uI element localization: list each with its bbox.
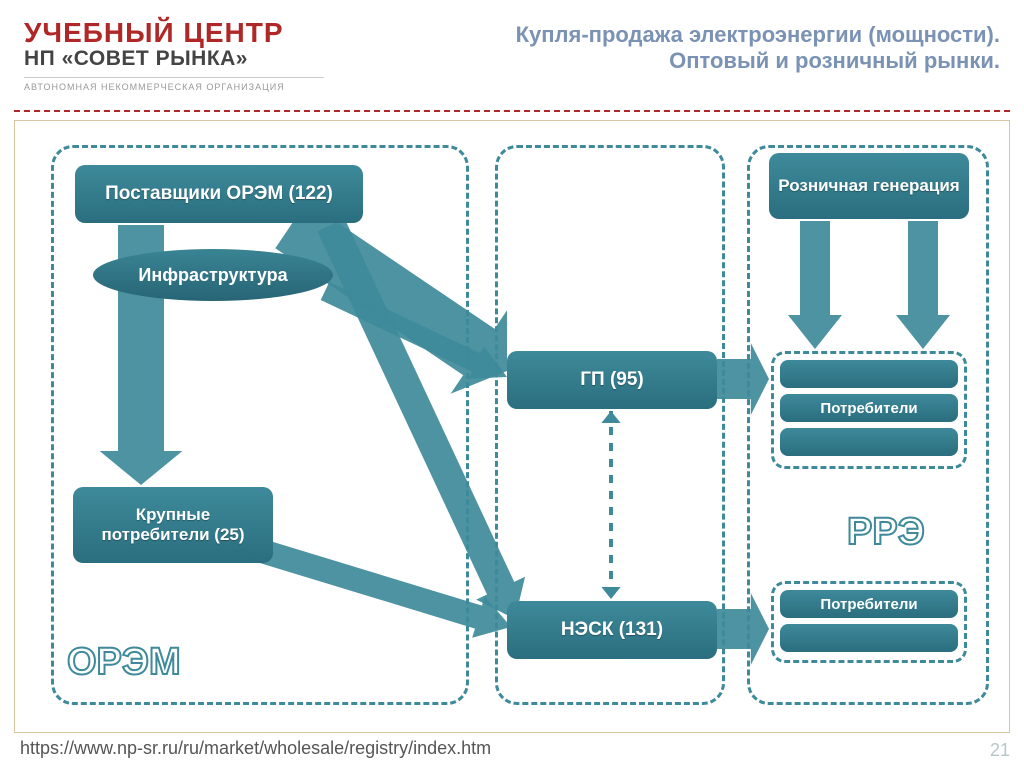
logo-caption: АВТОНОМНАЯ НЕКОММЕРЧЕСКАЯ ОРГАНИЗАЦИЯ xyxy=(24,82,324,92)
node-big_consumers: Крупные потребители (25) xyxy=(73,487,273,563)
logo-title: УЧЕБНЫЙ ЦЕНТР xyxy=(24,18,324,47)
logo-block: УЧЕБНЫЙ ЦЕНТР НП «СОВЕТ РЫНКА» АВТОНОМНА… xyxy=(24,18,324,92)
consumer-bar: Потребители xyxy=(780,394,958,422)
diagram-canvas: Поставщики ОРЭМ (122) Инфраструктура Крупн… xyxy=(14,120,1010,733)
consumer-bar xyxy=(780,360,958,388)
frame-frame_orem xyxy=(51,145,469,705)
node-infra: Инфраструктура xyxy=(93,249,333,301)
logo-sub: НП «СОВЕТ РЫНКА» xyxy=(24,47,324,71)
node-gp: ГП (95) xyxy=(507,351,717,409)
page-title: Купля-продажа электроэнергии (мощности).… xyxy=(516,22,1000,74)
page-number: 21 xyxy=(990,740,1010,761)
region-label-label_orem: ОРЭМ xyxy=(67,641,181,684)
footer-url: https://www.np-sr.ru/ru/market/wholesale… xyxy=(20,738,491,759)
header-divider xyxy=(14,110,1010,112)
consumer-group-cg2: Потребители xyxy=(771,581,967,663)
node-nesk: НЭСК (131) xyxy=(507,601,717,659)
logo-divider xyxy=(24,77,324,78)
consumer-group-cg1: Потребители xyxy=(771,351,967,469)
consumer-bar xyxy=(780,428,958,456)
node-retail_gen: Розничная генерация xyxy=(769,153,969,219)
consumer-bar: Потребители xyxy=(780,590,958,618)
consumer-bar xyxy=(780,624,958,652)
node-suppliers: Поставщики ОРЭМ (122) xyxy=(75,165,363,223)
region-label-label_rre: РРЭ xyxy=(847,511,925,554)
